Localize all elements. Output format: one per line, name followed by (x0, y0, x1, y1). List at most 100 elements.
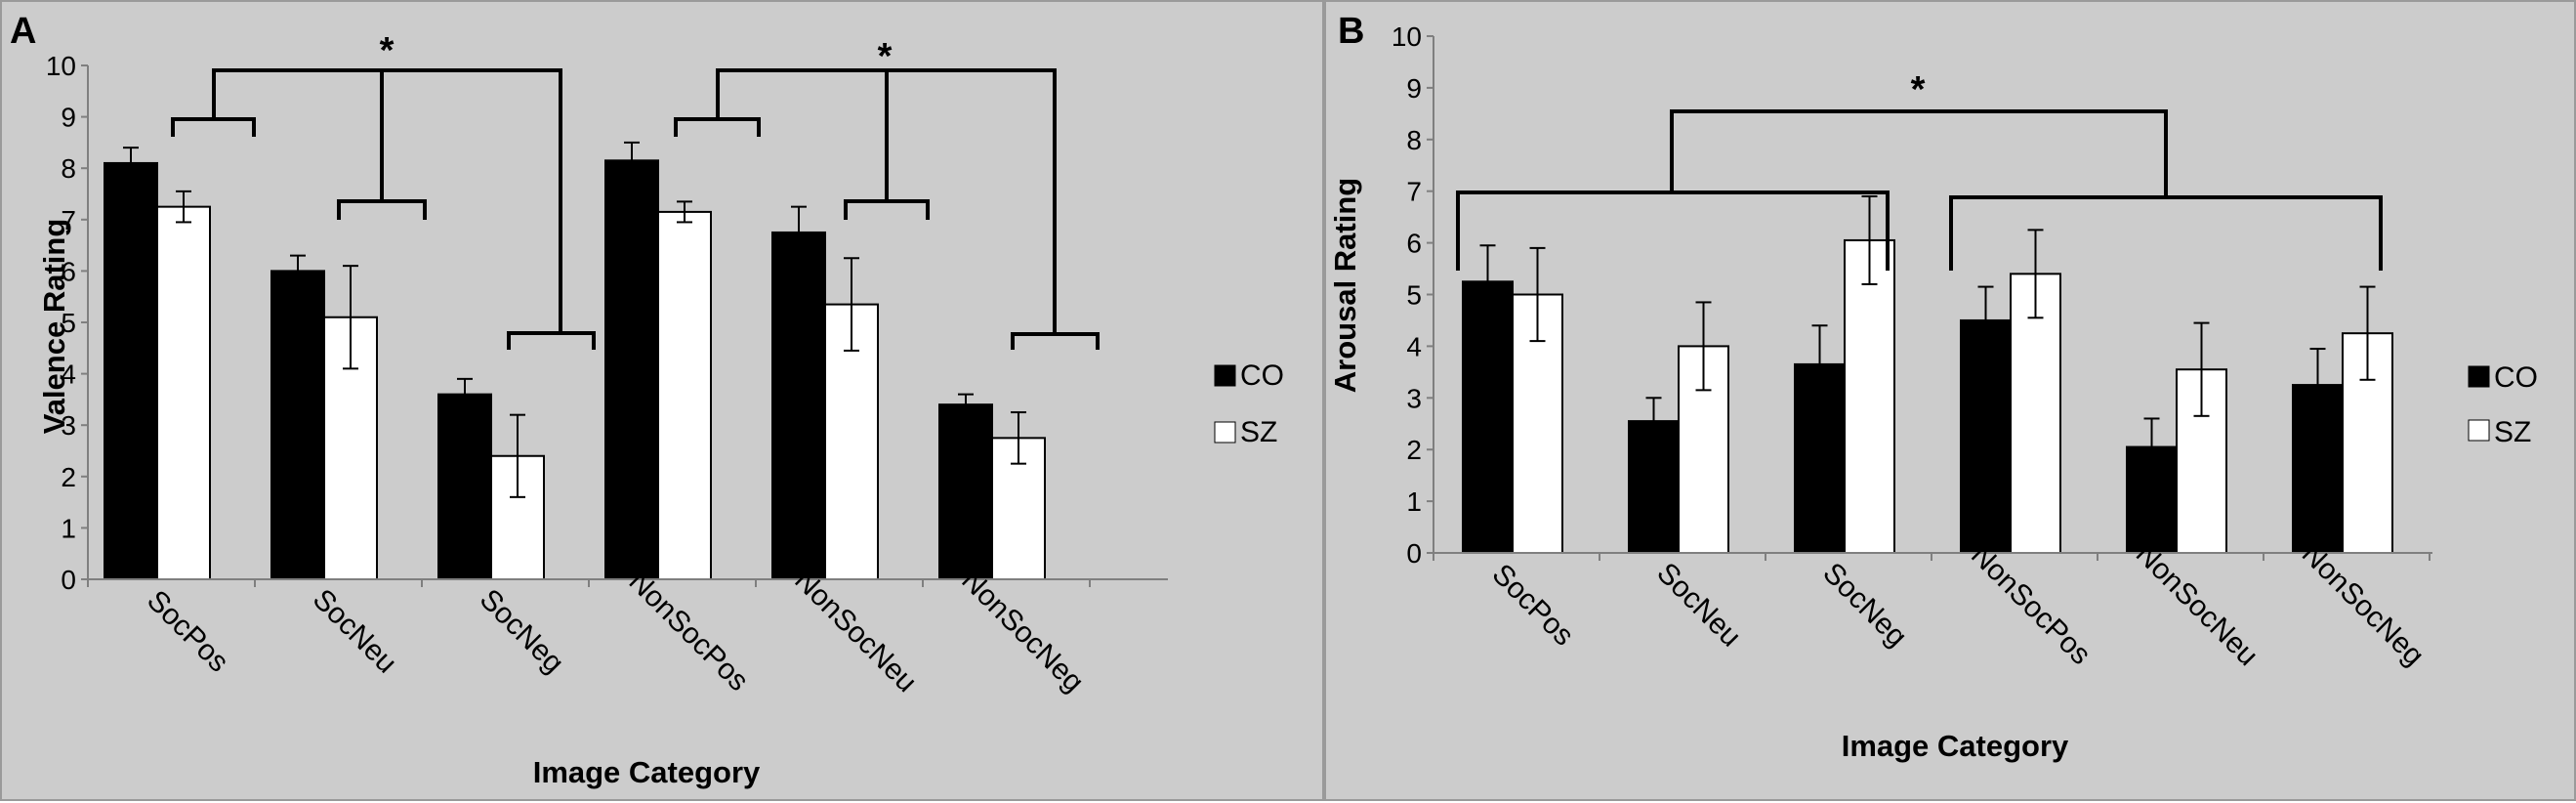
co-bar (104, 161, 158, 580)
sz-error-bar (1011, 411, 1026, 465)
co-error-bar (290, 254, 306, 288)
y-tick-label: 8 (1406, 125, 1422, 155)
sz-error-bar (844, 257, 859, 352)
legend-label-co: CO (2494, 361, 2538, 394)
category-label: NonSocNeu (788, 564, 923, 698)
legend-b: CO SZ (2468, 361, 2538, 448)
x-axis-title-b: Image Category (1842, 729, 2069, 763)
co-bar (1462, 280, 1514, 554)
y-axis-title-a: Valence Rating (37, 219, 71, 435)
y-tick-label: 10 (1392, 21, 1422, 52)
co-error-bar (958, 393, 974, 416)
category-label: NonSocPos (1965, 539, 2097, 671)
co-error-bar (2143, 417, 2160, 477)
co-bar (604, 159, 659, 580)
significance-bracket (507, 331, 596, 350)
legend-swatch-sz (2468, 419, 2490, 442)
legend-a: CO SZ (1214, 359, 1284, 448)
category-label: NonSocPos (623, 566, 755, 697)
co-error-bar (1977, 285, 1994, 356)
significance-star-soc: * (380, 30, 395, 71)
co-error-bar (123, 147, 139, 180)
y-tick-label: 9 (1406, 73, 1422, 104)
legend-swatch-sz (1214, 421, 1236, 444)
panel-b: B * 0 1 2 3 4 5 6 7 8 9 10 SocPos SocNeu SocNeg NonSo… (1324, 0, 2576, 801)
panel-label-b: B (1338, 11, 1364, 52)
y-tick-label: 0 (61, 565, 76, 595)
sz-bar (1844, 238, 1895, 555)
sz-error-bar (1695, 301, 1712, 392)
co-bar (270, 270, 325, 580)
y-tick-label: 3 (1406, 383, 1422, 413)
significance-bracket (1670, 109, 2168, 197)
panel-label-a: A (10, 11, 36, 52)
significance-star-nonsoc: * (878, 36, 893, 77)
significance-bracket (171, 117, 256, 137)
legend-swatch-co (2468, 365, 2490, 388)
sz-error-bar (677, 200, 692, 224)
co-error-bar (1811, 324, 1828, 404)
sz-error-bar (176, 190, 191, 224)
category-label: NonSocNeu (2130, 537, 2264, 672)
significance-bracket (1011, 332, 1100, 350)
legend-swatch-co (1214, 364, 1236, 387)
co-error-bar (2309, 348, 2326, 423)
significance-bracket (212, 68, 562, 333)
y-tick-label: 9 (61, 103, 76, 133)
co-error-bar (1479, 244, 1496, 319)
y-tick-label: 1 (1406, 486, 1422, 517)
category-label: SocNeg (474, 583, 570, 680)
sz-bar (991, 437, 1046, 580)
y-tick-label: 4 (1406, 331, 1422, 361)
significance-star-b: * (1911, 69, 1926, 110)
category-label: SocNeg (1816, 557, 1913, 654)
co-bar (771, 231, 826, 580)
significance-bracket (1456, 190, 1890, 271)
co-error-bar (457, 377, 473, 411)
sz-bar (156, 205, 211, 580)
sz-error-bar (2359, 285, 2376, 381)
legend-label-co: CO (1240, 359, 1284, 392)
y-tick-label: 2 (61, 462, 76, 492)
sz-error-bar (1861, 194, 1878, 285)
co-error-bar (791, 205, 807, 260)
category-label: SocNeu (1650, 557, 1747, 654)
sz-error-bar (2027, 229, 2044, 319)
y-tick-label: 2 (1406, 435, 1422, 465)
category-label: NonSocNeg (2296, 537, 2431, 672)
y-tick-label: 6 (61, 256, 76, 286)
significance-bracket (1949, 195, 2383, 271)
arousal-chart: B * 0 1 2 3 4 5 6 7 8 9 10 SocPos SocNeu SocNeg NonSo… (1328, 11, 2538, 763)
panel-a: A * * 0 1 2 3 4 5 6 7 8 9 10 SocPos SocNeu SocNeg Non… (0, 0, 1324, 801)
category-label: NonSocNeg (955, 564, 1090, 698)
sz-error-bar (343, 265, 358, 370)
y-tick-label: 4 (61, 359, 76, 390)
y-tick-label: 7 (61, 205, 76, 235)
y-tick-label: 5 (1406, 280, 1422, 311)
y-tick-label: 1 (61, 513, 76, 543)
sz-bar (2010, 273, 2061, 554)
sz-bar (657, 210, 712, 580)
co-bar (1960, 318, 2012, 555)
category-label: SocNeu (307, 583, 403, 680)
sz-error-bar (2193, 321, 2210, 417)
y-tick-label: 10 (46, 51, 76, 81)
y-tick-label: 8 (61, 153, 76, 184)
y-tick-label: 0 (1406, 538, 1422, 569)
y-tick-label: 3 (61, 410, 76, 441)
category-label: SocPos (1485, 558, 1579, 652)
y-axis-title-b: Arousal Rating (1328, 178, 1362, 393)
sz-error-bar (1529, 246, 1546, 343)
sz-error-bar (510, 413, 525, 498)
significance-bracket (337, 199, 427, 220)
valence-chart: A * * 0 1 2 3 4 5 6 7 8 9 10 SocPos SocNeu SocNeg Non… (10, 11, 1284, 789)
co-bar (938, 403, 993, 580)
legend-label-sz: SZ (2494, 416, 2531, 448)
legend-label-sz: SZ (1240, 416, 1277, 448)
x-axis-title-a: Image Category (533, 755, 761, 789)
co-bar (437, 393, 492, 581)
category-label: SocPos (141, 584, 234, 678)
significance-bracket (674, 117, 761, 137)
co-error-bar (624, 141, 640, 180)
y-tick-label: 5 (61, 308, 76, 338)
